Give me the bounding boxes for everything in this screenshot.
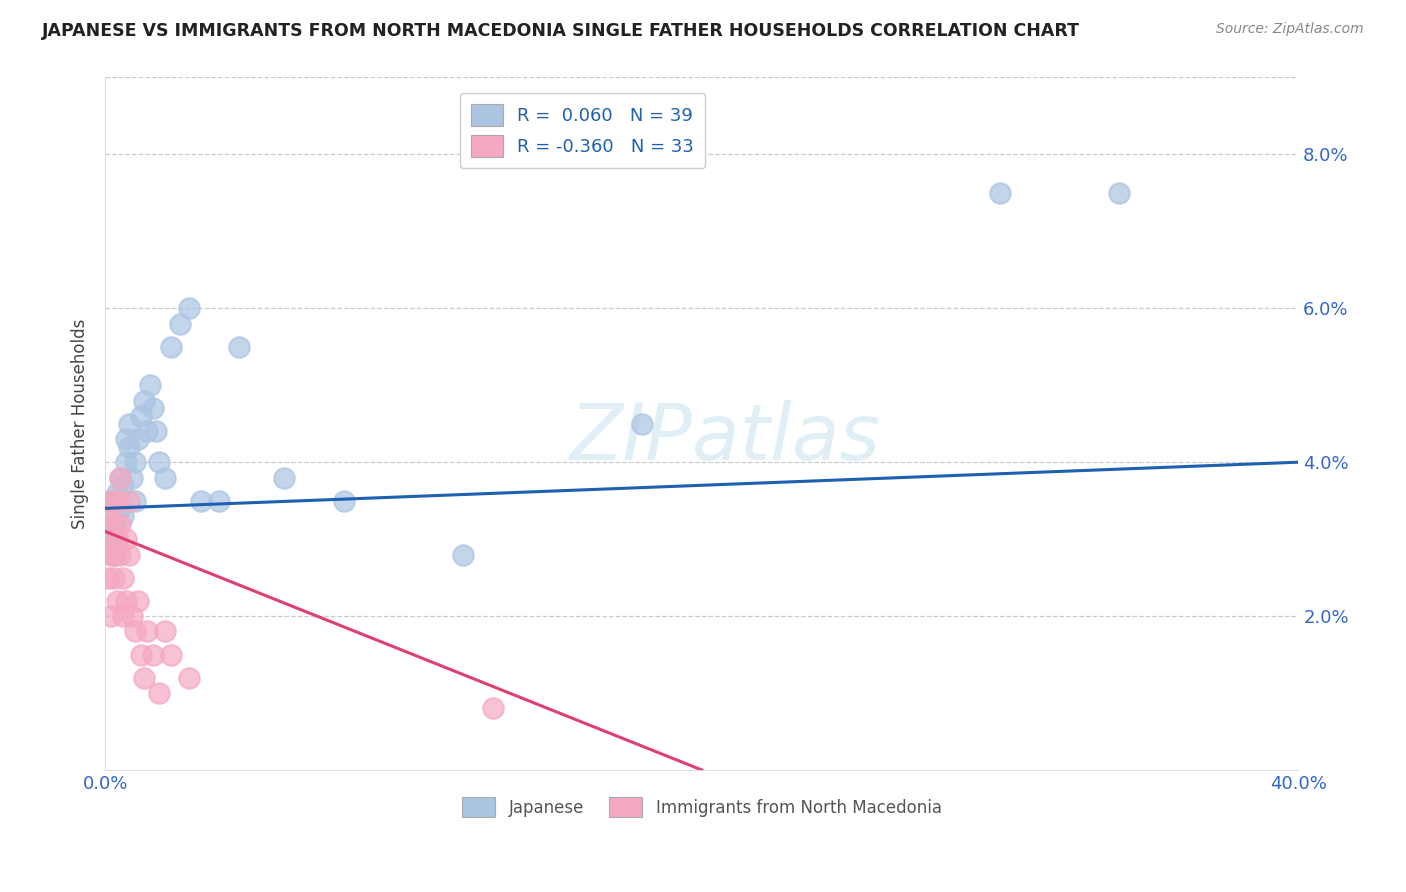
Point <box>482 701 505 715</box>
Point <box>100 532 122 546</box>
Point <box>115 593 138 607</box>
Point <box>97 571 120 585</box>
Point <box>97 532 120 546</box>
Point <box>160 340 183 354</box>
Point <box>115 532 138 546</box>
Point <box>153 624 176 639</box>
Point <box>124 493 146 508</box>
Point <box>142 648 165 662</box>
Text: ZIPatlas: ZIPatlas <box>571 400 882 475</box>
Point <box>103 516 125 531</box>
Point <box>207 493 229 508</box>
Text: Source: ZipAtlas.com: Source: ZipAtlas.com <box>1216 22 1364 37</box>
Point <box>142 401 165 416</box>
Point <box>129 409 152 423</box>
Point <box>103 548 125 562</box>
Point <box>100 493 122 508</box>
Point <box>177 671 200 685</box>
Point <box>1108 186 1130 200</box>
Point <box>124 455 146 469</box>
Point <box>115 455 138 469</box>
Point <box>988 186 1011 200</box>
Point <box>127 432 149 446</box>
Point <box>97 509 120 524</box>
Point <box>127 593 149 607</box>
Text: JAPANESE VS IMMIGRANTS FROM NORTH MACEDONIA SINGLE FATHER HOUSEHOLDS CORRELATION: JAPANESE VS IMMIGRANTS FROM NORTH MACEDO… <box>42 22 1080 40</box>
Point <box>108 501 131 516</box>
Point <box>118 493 141 508</box>
Point <box>136 425 159 439</box>
Point <box>108 516 131 531</box>
Point <box>121 470 143 484</box>
Point <box>132 671 155 685</box>
Point <box>121 609 143 624</box>
Point <box>451 548 474 562</box>
Point <box>100 493 122 508</box>
Point <box>105 593 128 607</box>
Point <box>103 516 125 531</box>
Point <box>112 509 135 524</box>
Point <box>148 686 170 700</box>
Point <box>129 648 152 662</box>
Point <box>105 532 128 546</box>
Point <box>169 317 191 331</box>
Point <box>160 648 183 662</box>
Point <box>177 301 200 316</box>
Point <box>148 455 170 469</box>
Point <box>124 624 146 639</box>
Point <box>118 417 141 431</box>
Point <box>190 493 212 508</box>
Point <box>112 478 135 492</box>
Point <box>103 571 125 585</box>
Point <box>273 470 295 484</box>
Point <box>139 378 162 392</box>
Point <box>631 417 654 431</box>
Point <box>132 393 155 408</box>
Point <box>112 609 135 624</box>
Point <box>108 548 131 562</box>
Point <box>153 470 176 484</box>
Point <box>108 470 131 484</box>
Y-axis label: Single Father Households: Single Father Households <box>72 318 89 529</box>
Legend: Japanese, Immigrants from North Macedonia: Japanese, Immigrants from North Macedoni… <box>456 790 948 824</box>
Point <box>103 548 125 562</box>
Point <box>105 493 128 508</box>
Point <box>105 532 128 546</box>
Point <box>136 624 159 639</box>
Point <box>145 425 167 439</box>
Point <box>228 340 250 354</box>
Point <box>100 609 122 624</box>
Point <box>333 493 356 508</box>
Point <box>105 486 128 500</box>
Point <box>118 548 141 562</box>
Point <box>108 470 131 484</box>
Point <box>118 440 141 454</box>
Point <box>100 548 122 562</box>
Point <box>115 432 138 446</box>
Point <box>112 571 135 585</box>
Point <box>97 509 120 524</box>
